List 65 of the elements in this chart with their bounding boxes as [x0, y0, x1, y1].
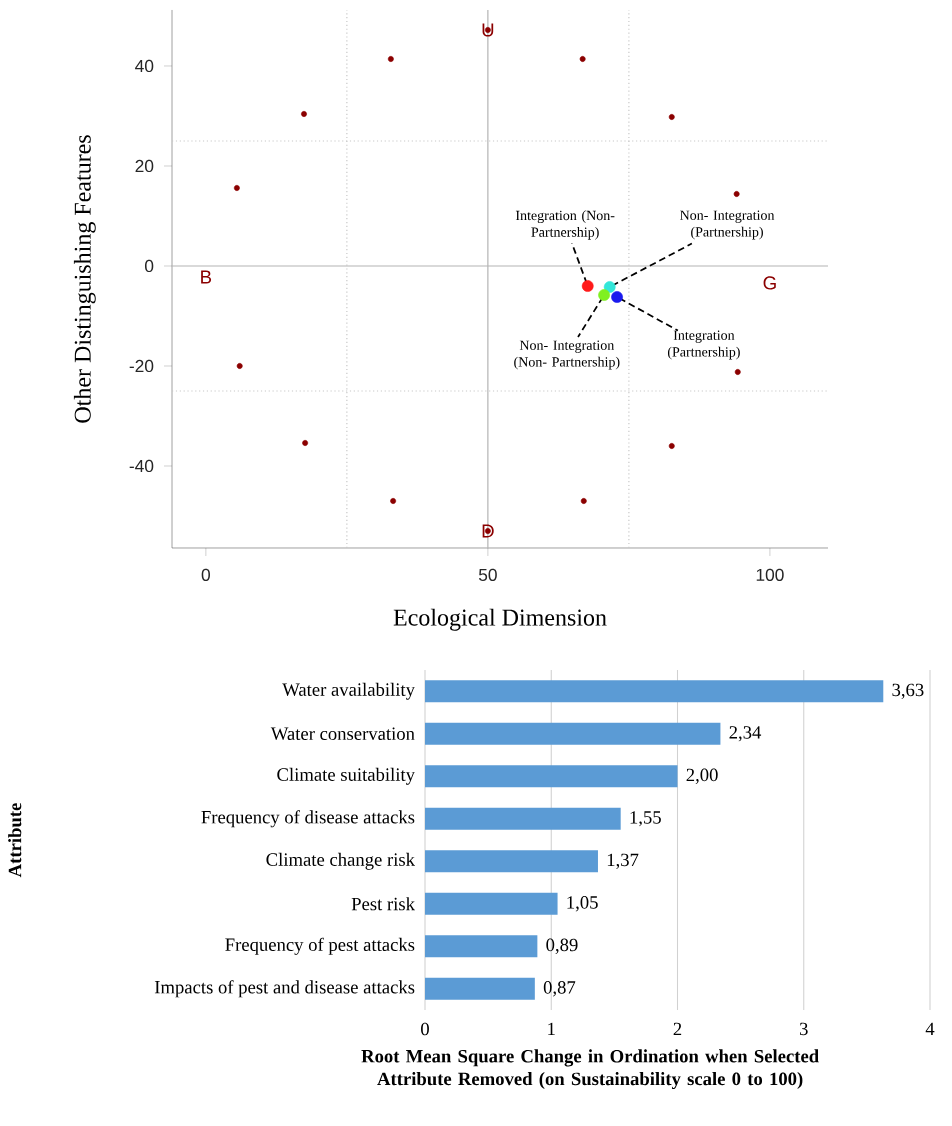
- annotation: B: [201, 270, 212, 284]
- point: [390, 498, 397, 504]
- annotation: U: [482, 23, 494, 37]
- data-label: 1,55: [630, 811, 661, 827]
- x-tick-label: 50: [478, 568, 497, 581]
- y-tick-label: Frequency of pest attacks: [225, 937, 415, 955]
- annotation: D: [482, 524, 494, 538]
- data-label: 0,87: [543, 981, 576, 997]
- point: [580, 498, 587, 504]
- bar: [425, 892, 558, 915]
- bar: [425, 765, 678, 788]
- y-tick-label: -40: [129, 459, 154, 473]
- point: [668, 443, 675, 449]
- point: [236, 363, 243, 369]
- bar: [425, 680, 884, 703]
- annotation: Non- Integration (Non- Partnership): [514, 340, 620, 370]
- y-tick-label: Climate change risk: [266, 852, 415, 870]
- point: [668, 114, 675, 120]
- x-tick-label: 2: [673, 1022, 682, 1036]
- y-tick-label: Water conservation: [270, 727, 415, 741]
- y-tick-label: 0: [144, 259, 154, 273]
- data-label: 0,89: [546, 938, 578, 954]
- point: [734, 369, 741, 375]
- point: [598, 289, 610, 301]
- point: [581, 280, 594, 292]
- data-label: 3,63: [892, 683, 924, 699]
- point: [603, 281, 616, 293]
- bar: [425, 935, 538, 958]
- annotation: Non- Integration (Partnership): [680, 210, 775, 240]
- annotation: Integration (Partnership): [667, 330, 740, 360]
- bar: [425, 807, 621, 830]
- y-tick-label: Pest risk: [351, 897, 415, 911]
- data-label: 1,05: [567, 896, 598, 912]
- y-axis-title: Attribute: [8, 803, 22, 878]
- y-axis-title: Other Distinguishing Features: [73, 135, 96, 423]
- x-axis-title: Root Mean Square Change in Ordination when Selected Attribute Removed (on Sustainability scale 0 to 100): [361, 1049, 819, 1090]
- point: [733, 191, 740, 197]
- data-label: 2,34: [729, 726, 762, 742]
- point: [579, 56, 586, 62]
- point: [301, 111, 307, 117]
- y-tick-label: Impacts of pest and disease attacks: [154, 980, 415, 998]
- data-label: 1,37: [607, 853, 639, 869]
- y-tick-label: 20: [135, 159, 154, 173]
- bar: [425, 850, 598, 873]
- annotation: G: [763, 276, 776, 290]
- point: [611, 291, 623, 303]
- point: [233, 185, 240, 191]
- x-tick-label: 0: [201, 568, 210, 581]
- x-tick-label: 1: [548, 1022, 555, 1036]
- x-axis-title: Ecological Dimension: [393, 608, 607, 631]
- point: [302, 440, 309, 446]
- x-tick-label: 4: [925, 1022, 935, 1035]
- y-tick-label: Water availability: [282, 682, 415, 700]
- y-tick-label: -20: [129, 359, 154, 373]
- y-tick-label: Climate suitability: [277, 767, 415, 785]
- x-tick-label: 100: [756, 568, 784, 581]
- data-label: 2,00: [686, 768, 718, 784]
- annotation: Integration (Non- Partnership): [515, 210, 615, 240]
- x-tick-label: 3: [799, 1022, 808, 1036]
- point: [387, 56, 394, 62]
- x-tick-label: 0: [421, 1022, 429, 1036]
- bar: [425, 977, 535, 1000]
- y-tick-label: 40: [135, 59, 154, 73]
- bar: [425, 722, 721, 745]
- y-tick-label: Frequency of disease attacks: [201, 810, 415, 828]
